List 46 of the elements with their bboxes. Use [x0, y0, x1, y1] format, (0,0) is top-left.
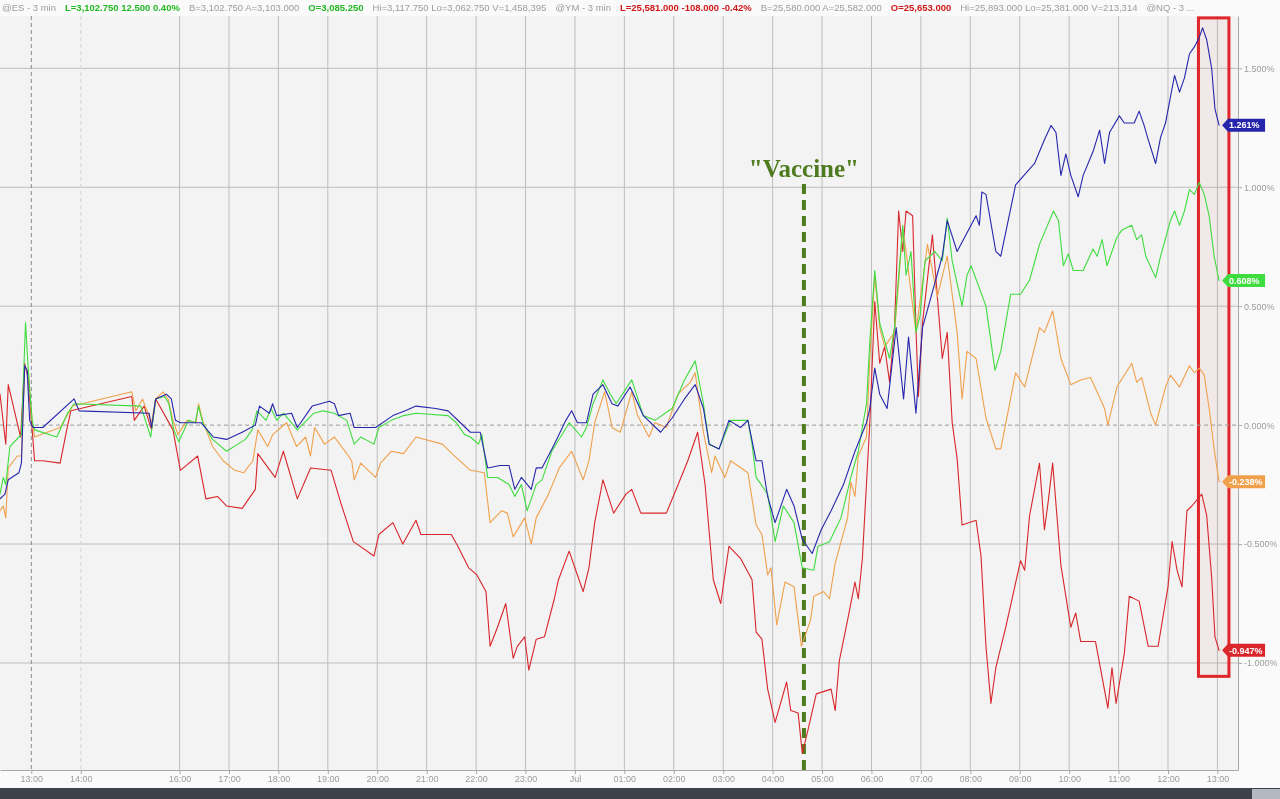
data-label: -0.238% — [1229, 477, 1263, 488]
x-tick-label: 06:00 — [860, 774, 884, 785]
x-tick-label: 23:00 — [514, 774, 538, 785]
text: @YM - 3 min — [555, 2, 611, 13]
y-tick-label: 0.000% — [1244, 420, 1275, 431]
text: B=3,102.750 A=3,103.000 — [188, 2, 300, 13]
x-tick-label: 08:00 — [959, 774, 983, 785]
text: B=25,580.000 A=25,582.000 — [760, 2, 882, 13]
x-tick-label: 04:00 — [761, 774, 785, 785]
x-tick-label: 18:00 — [267, 774, 291, 785]
y-tick-label: 0.500% — [1244, 301, 1275, 312]
x-tick-label: 11:00 — [1108, 774, 1130, 785]
x-tick-label: 05:00 — [811, 774, 834, 785]
x-tick-label: 02:00 — [663, 774, 686, 785]
x-tick-label: 17:00 — [218, 774, 241, 785]
x-tick-label: 03:00 — [712, 774, 735, 785]
x-tick-label: 09:00 — [1008, 774, 1032, 785]
ref-line-label: "Vaccine" — [748, 155, 859, 182]
text: Hi=3,117.750 Lo=3,062.750 V=1,458,395 — [372, 2, 547, 13]
y-tick-label: 1.500% — [1244, 63, 1275, 74]
x-tick-label: 22:00 — [465, 774, 488, 785]
x-tick-label: 14:00 — [69, 774, 93, 785]
x-tick-label: 07:00 — [910, 774, 933, 785]
y-tick-label: 1.000% — [1244, 182, 1275, 193]
x-tick-label: Jul — [569, 774, 582, 785]
text: @ES - 3 min — [2, 2, 56, 13]
text: L=3,102.750 12.500 0.40% — [65, 2, 181, 13]
text: O=25,653.000 — [890, 2, 952, 13]
text: @NQ - 3 ... — [1146, 2, 1195, 13]
data-label: -0.947% — [1229, 645, 1263, 656]
data-label: 0.608% — [1229, 275, 1260, 286]
x-tick-label: 20:00 — [366, 774, 390, 785]
x-tick-label: 13:00 — [1206, 774, 1230, 785]
data-label: 1.261% — [1229, 120, 1260, 131]
y-tick-label: -1.000% — [1244, 658, 1278, 669]
x-tick-label: 12:00 — [1157, 774, 1180, 785]
x-tick-label: 16:00 — [168, 774, 192, 785]
x-tick-label: 10:00 — [1058, 774, 1081, 785]
text: O=3,085.250 — [308, 2, 364, 13]
x-tick-label: 19:00 — [317, 774, 340, 785]
x-tick-label: 13:00 — [20, 774, 44, 785]
x-tick-label: 01:00 — [613, 774, 637, 785]
text: Hi=25,893.000 Lo=25,381.000 V=213,314 — [960, 2, 1138, 13]
text: L=25,581.000 -108.000 -0.42% — [619, 2, 753, 13]
x-tick-label: 21:00 — [415, 774, 439, 785]
y-tick-label: -0.500% — [1244, 539, 1278, 550]
